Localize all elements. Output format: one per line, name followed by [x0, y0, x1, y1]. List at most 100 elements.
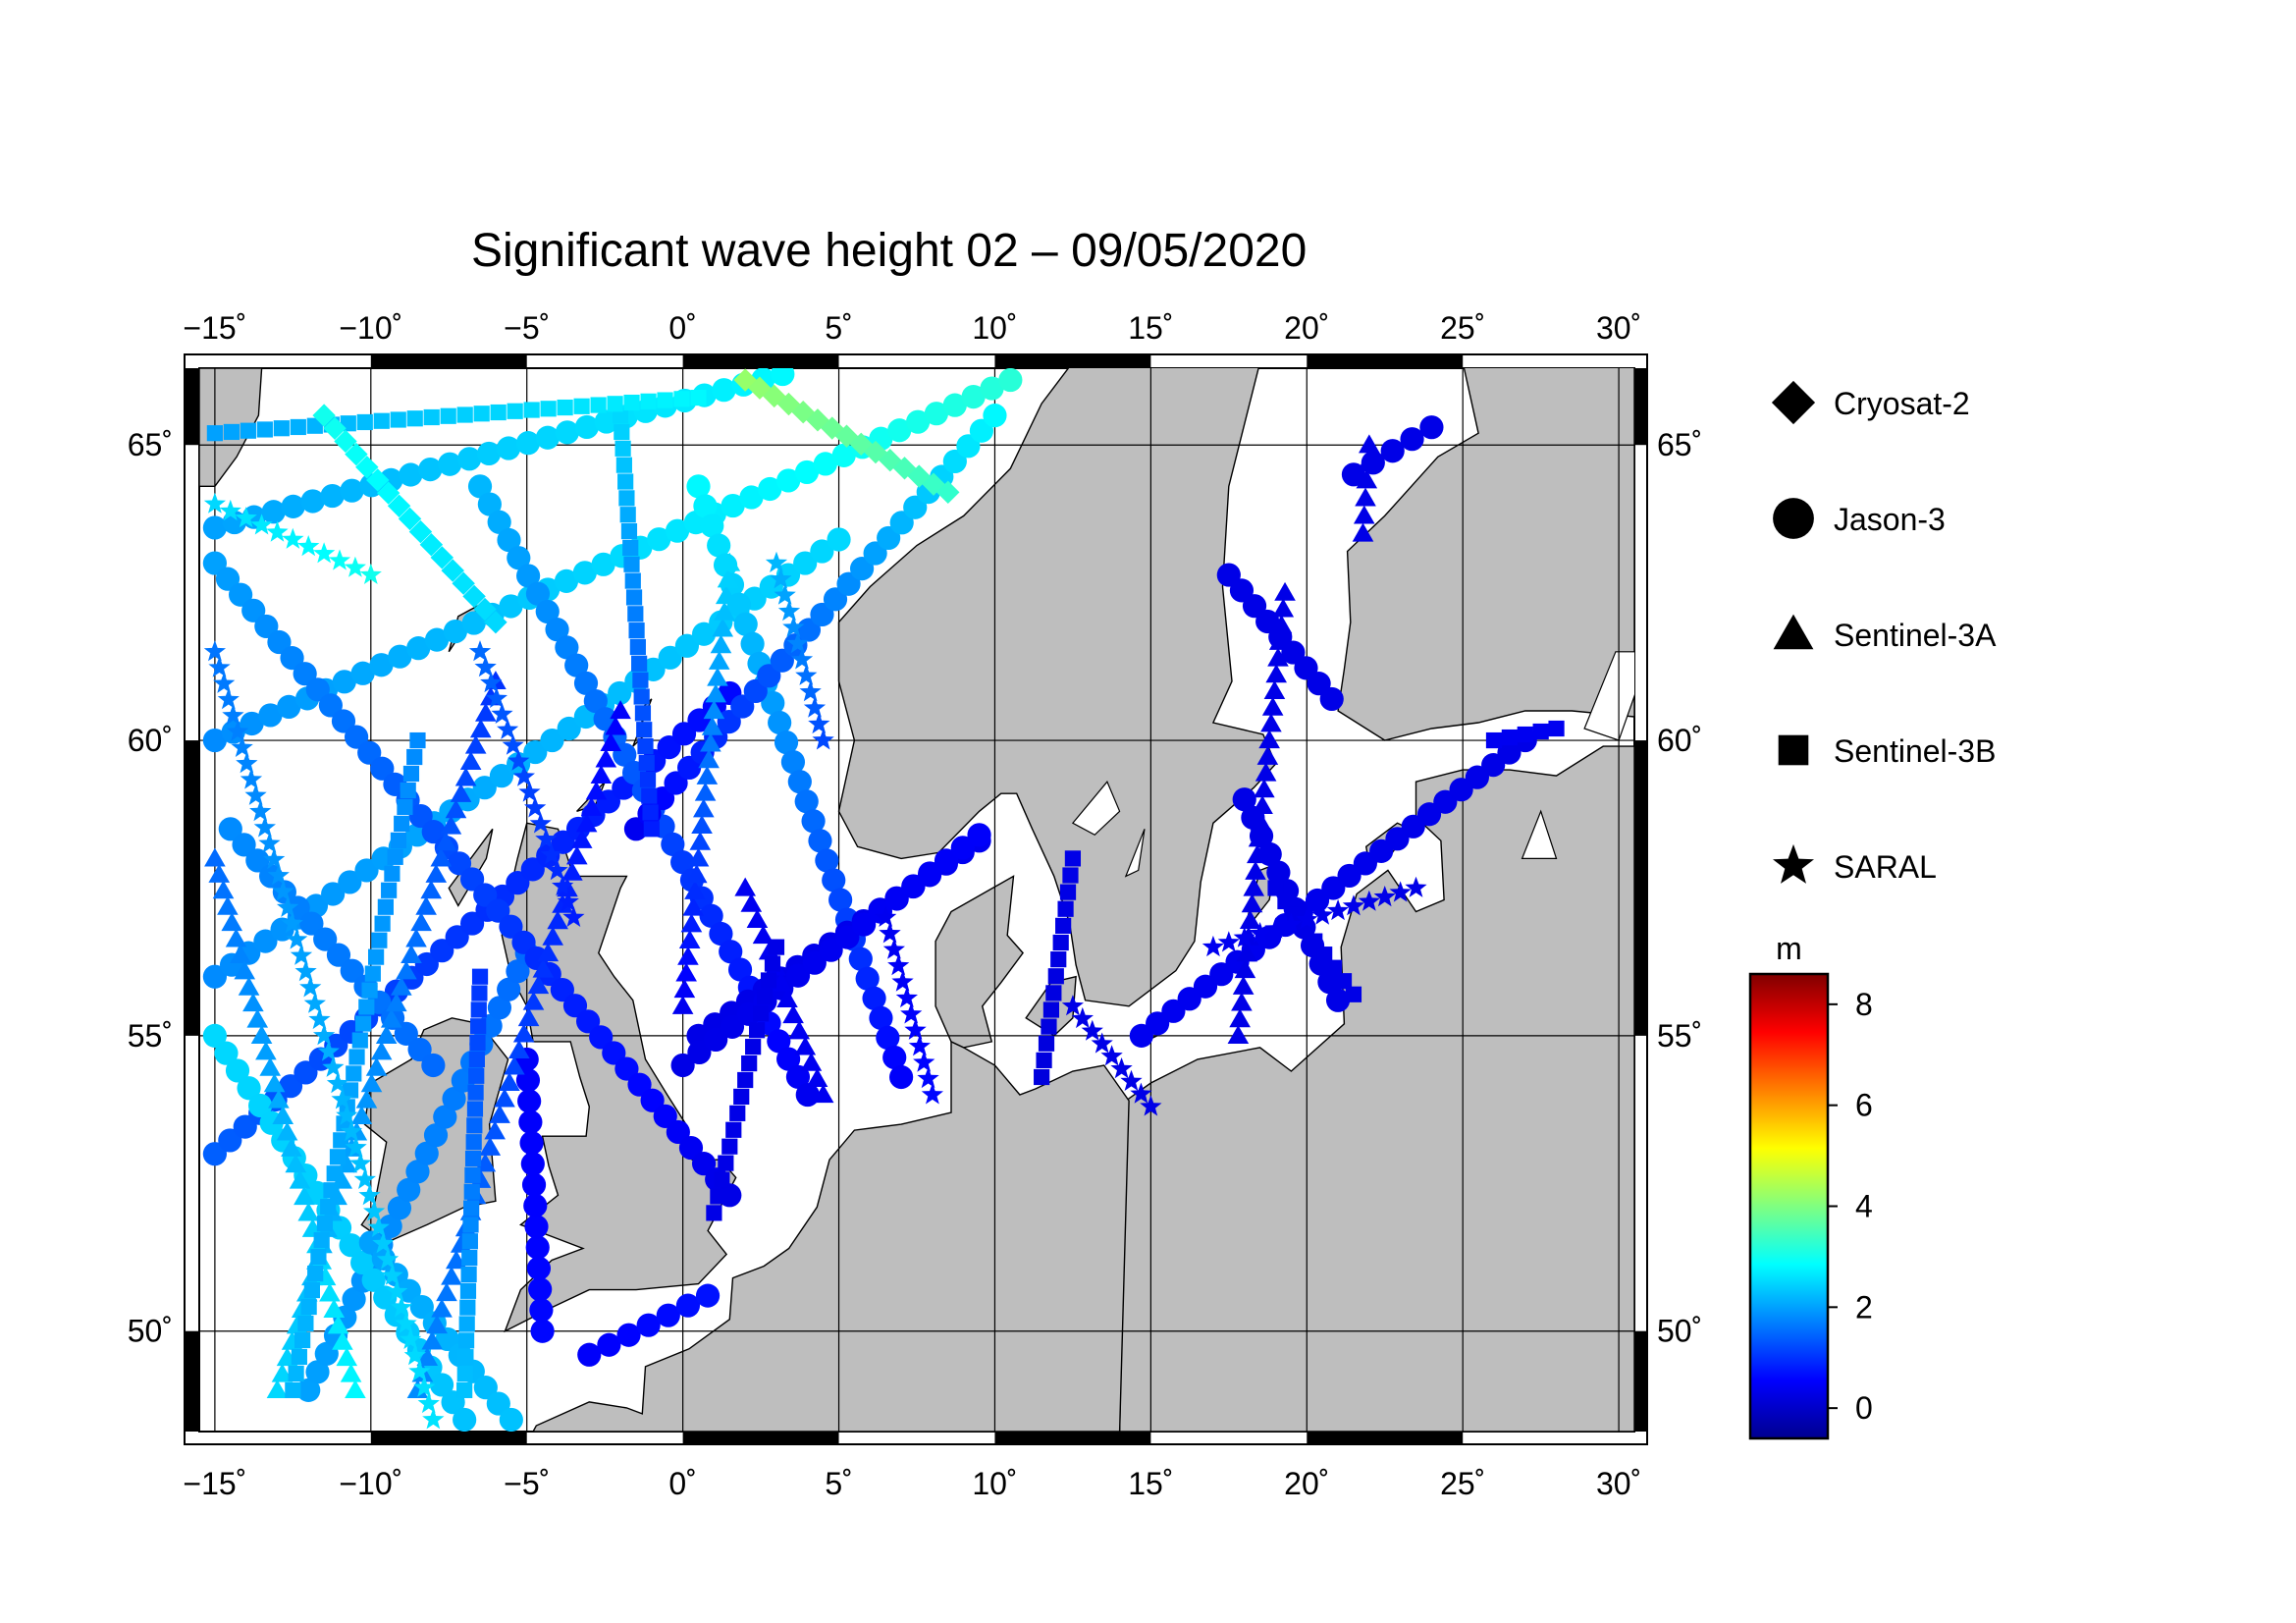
circle-point [387, 1196, 412, 1220]
square-point [373, 412, 390, 429]
square-point [627, 606, 644, 622]
lon-tick-label: 0˚ [668, 310, 696, 346]
lat-tick-label: 65˚ [1657, 427, 1702, 462]
triangle-point [507, 1040, 530, 1059]
circle-point [529, 1298, 554, 1323]
circle-point [229, 582, 253, 607]
circle-point [421, 820, 446, 844]
triangle-point [600, 732, 622, 752]
triangle-icon [1773, 614, 1814, 650]
square-point [374, 915, 391, 932]
circle-point [1369, 839, 1394, 863]
triangle-point [365, 1056, 388, 1076]
triangle-point [685, 864, 708, 884]
circle-point [1129, 1023, 1153, 1048]
square-point [507, 403, 523, 419]
frame-bar [994, 355, 1151, 367]
track-sentinel-3b [706, 939, 785, 1221]
circle-point [572, 561, 597, 585]
triangle-point [776, 989, 798, 1007]
square-point [466, 1117, 483, 1134]
circle-point [597, 1332, 621, 1357]
triangle-point [421, 1330, 444, 1350]
triangle-point [782, 1004, 804, 1024]
square-point [290, 418, 306, 436]
track-saral [1201, 876, 1427, 957]
star-point [328, 549, 351, 570]
circle-point [477, 441, 502, 466]
circle-point [506, 871, 530, 895]
circle-point [664, 771, 688, 795]
diamond-point [387, 494, 411, 517]
triangle-point [684, 881, 706, 899]
square-point [462, 1217, 479, 1233]
star-point [267, 864, 290, 886]
star-point [367, 1216, 390, 1237]
circle-point [423, 1123, 449, 1148]
star-point [913, 1051, 935, 1072]
circle-point [438, 452, 462, 476]
triangle-point [1260, 713, 1282, 732]
square-point [223, 423, 240, 441]
circle-point [218, 817, 242, 841]
triangle-point [746, 909, 769, 928]
star-point [203, 640, 226, 662]
circle-point [961, 385, 986, 409]
square-point [303, 1281, 321, 1299]
square-point [764, 955, 781, 972]
lake [1583, 651, 1634, 741]
triangle-point [806, 1068, 828, 1087]
diamond-point [408, 519, 433, 544]
circle-point [487, 510, 511, 534]
triangle-point [734, 877, 756, 896]
square-point [397, 798, 413, 816]
frame-bar [1307, 355, 1464, 367]
triangle-point [719, 552, 741, 571]
circle-point [369, 653, 394, 677]
star-point [390, 1296, 413, 1318]
circle-point [1400, 427, 1424, 452]
circle-point [461, 611, 486, 635]
circle-point [835, 925, 860, 949]
circle-point [540, 728, 564, 753]
square-point [733, 1088, 750, 1106]
track-saral [203, 640, 445, 1430]
circle-point [258, 703, 283, 728]
colorbar-unit: m [1776, 931, 1802, 966]
square-point [313, 1232, 330, 1249]
square-point [291, 1348, 307, 1366]
diamond-point [907, 464, 931, 488]
square-point [749, 1022, 766, 1039]
circle-point [785, 963, 811, 988]
circle-point [517, 1089, 542, 1113]
diamond-point [484, 611, 507, 634]
triangle-point [410, 912, 432, 932]
circle-point [677, 755, 702, 781]
star-point [336, 1104, 358, 1125]
triangle-point [259, 1056, 282, 1076]
circle-point [233, 1114, 257, 1139]
circle-point [695, 1283, 721, 1308]
triangle-point [1270, 615, 1293, 634]
star-point [363, 1200, 386, 1221]
circle-point [388, 644, 412, 669]
square-point [637, 737, 654, 755]
square-point [1047, 968, 1064, 985]
square-point [1050, 951, 1067, 968]
diamond-point [936, 480, 960, 505]
triangle-point [707, 667, 728, 686]
star-point [1071, 1006, 1094, 1029]
triangle-point [1256, 745, 1279, 765]
star-point [786, 631, 809, 654]
square-point [273, 420, 290, 437]
star-point [1130, 1082, 1152, 1104]
triangle-point [255, 1041, 277, 1060]
circle-point [443, 619, 468, 644]
circle-point [245, 848, 270, 873]
circle-point [202, 551, 227, 575]
square-point [297, 1315, 314, 1332]
frame-bars [186, 355, 1647, 1444]
circle-point [623, 817, 649, 841]
circle-point [1209, 962, 1234, 987]
star-point [502, 733, 524, 755]
